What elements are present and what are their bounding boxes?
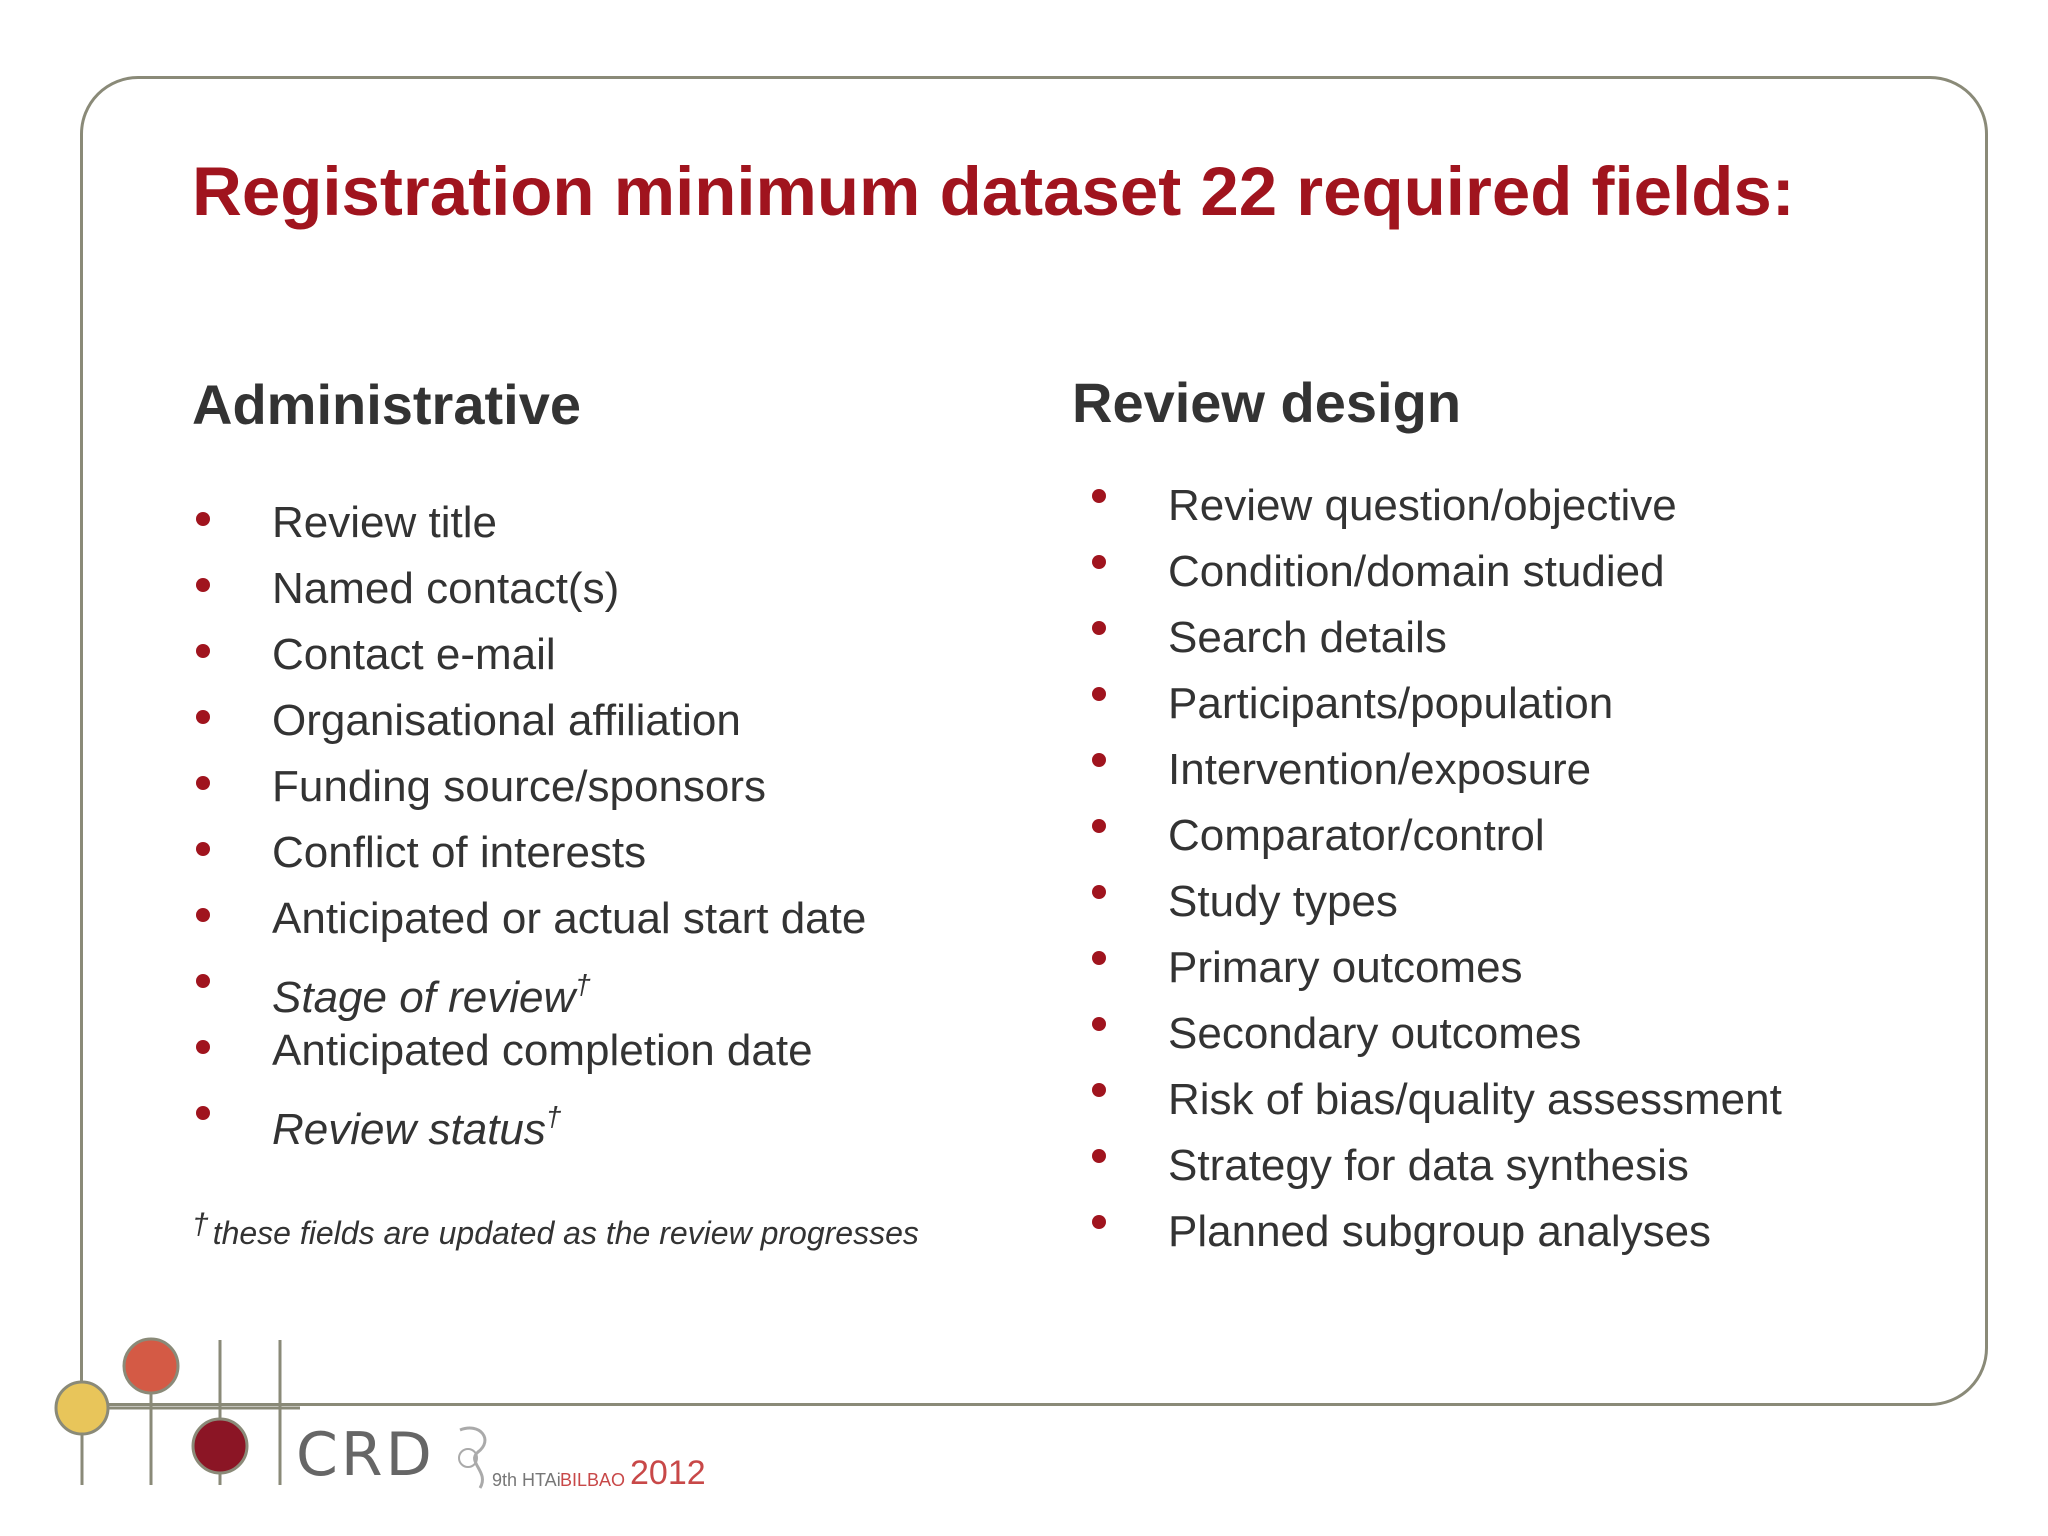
list-item-label: Planned subgroup analyses	[1168, 1207, 1712, 1256]
bullet-icon	[1092, 1017, 1106, 1031]
list-item: Named contact(s)	[192, 556, 1092, 622]
administrative-heading: Administrative	[192, 373, 581, 436]
list-item: Risk of bias/quality assessment	[1088, 1067, 1988, 1133]
bullet-icon	[196, 1040, 210, 1054]
bullet-icon	[1092, 555, 1106, 569]
hta-year: 2012	[630, 1454, 706, 1492]
list-item: Participants/population	[1088, 671, 1988, 737]
bullet-icon	[1092, 1215, 1106, 1229]
list-item: Anticipated completion date	[192, 1018, 1092, 1084]
hta-city: BILBAO	[560, 1470, 626, 1490]
bullet-icon	[1092, 1083, 1106, 1097]
slide-frame	[80, 76, 1988, 1406]
list-item-label: Organisational affiliation	[272, 696, 741, 745]
list-item: Funding source/sponsors	[192, 754, 1092, 820]
list-item-label: Review question/objective	[1168, 481, 1677, 530]
administrative-list: Review title Named contact(s) Contact e-…	[192, 490, 1092, 1154]
list-item: Organisational affiliation	[192, 688, 1092, 754]
list-item: Search details	[1088, 605, 1988, 671]
list-item: Review question/objective	[1088, 473, 1988, 539]
list-item-label: Condition/domain studied	[1168, 547, 1665, 596]
list-item-label: Search details	[1168, 613, 1447, 662]
list-item-label: Comparator/control	[1168, 811, 1545, 860]
list-item-label: Review title	[272, 498, 497, 547]
list-item-label: Review status†	[272, 1084, 561, 1163]
hta-prefix: 9th HTAi	[492, 1470, 561, 1490]
list-item-label: Risk of bias/quality assessment	[1168, 1075, 1782, 1124]
list-item-text: Review status	[272, 1105, 546, 1154]
list-item-label: Anticipated or actual start date	[272, 894, 867, 943]
list-item-label: Primary outcomes	[1168, 943, 1523, 992]
list-item-label: Stage of review†	[272, 952, 591, 1031]
review-design-list: Review question/objective Condition/doma…	[1088, 473, 1988, 1265]
list-item: Conflict of interests	[192, 820, 1092, 886]
bullet-icon	[196, 512, 210, 526]
crd-circles-logo	[54, 1337, 300, 1485]
list-item: Planned subgroup analyses	[1088, 1199, 1988, 1265]
list-item: Intervention/exposure	[1088, 737, 1988, 803]
bullet-icon	[1092, 885, 1106, 899]
list-item-label: Study types	[1168, 877, 1398, 926]
footnote-mark: †	[192, 1208, 209, 1241]
bullet-icon	[196, 578, 210, 592]
dagger-mark: †	[545, 1101, 562, 1132]
list-item: Primary outcomes	[1088, 935, 1988, 1001]
bullet-icon	[196, 908, 210, 922]
list-item: Strategy for data synthesis	[1088, 1133, 1988, 1199]
yellow-circle-icon	[54, 1380, 110, 1436]
bullet-icon	[1092, 687, 1106, 701]
bullet-icon	[1092, 819, 1106, 833]
footnote: † these fields are updated as the review …	[192, 1208, 919, 1252]
list-item-label: Contact e-mail	[272, 630, 556, 679]
list-item-label: Intervention/exposure	[1168, 745, 1592, 794]
slide-title: Registration minimum dataset 22 required…	[192, 153, 1795, 230]
list-item: Comparator/control	[1088, 803, 1988, 869]
bullet-icon	[196, 1106, 210, 1120]
bullet-icon	[196, 974, 210, 988]
crd-logo-text: CRD	[296, 1420, 435, 1490]
footnote-text: these fields are updated as the review p…	[212, 1215, 919, 1251]
bullet-icon	[1092, 1149, 1106, 1163]
bullet-icon	[1092, 753, 1106, 767]
list-item: Condition/domain studied	[1088, 539, 1988, 605]
hta-emblem-icon	[458, 1426, 487, 1489]
list-item: Anticipated or actual start date	[192, 886, 1092, 952]
list-item-text: Stage of review	[272, 973, 576, 1022]
dagger-mark: †	[575, 969, 591, 1000]
list-item: Secondary outcomes	[1088, 1001, 1988, 1067]
list-item-label: Named contact(s)	[272, 564, 620, 613]
orange-circle-icon	[122, 1337, 180, 1395]
list-item-label: Participants/population	[1168, 679, 1614, 728]
bullet-icon	[196, 776, 210, 790]
list-item: Review status†	[192, 1084, 1092, 1154]
list-item-label: Anticipated completion date	[272, 1026, 813, 1075]
review-design-heading: Review design	[1072, 371, 1462, 434]
bullet-icon	[1092, 621, 1106, 635]
hta-bilbao-logo: 9th HTAi BILBAO 2012	[450, 1418, 710, 1498]
bullet-icon	[1092, 951, 1106, 965]
bullet-icon	[1092, 489, 1106, 503]
darkred-circle-icon	[191, 1417, 249, 1475]
list-item: Contact e-mail	[192, 622, 1092, 688]
list-item-label: Strategy for data synthesis	[1168, 1141, 1689, 1190]
bullet-icon	[196, 842, 210, 856]
bullet-icon	[196, 644, 210, 658]
list-item: Stage of review†	[192, 952, 1092, 1022]
bullet-icon	[196, 710, 210, 724]
list-item: Review title	[192, 490, 1092, 556]
list-item-label: Funding source/sponsors	[272, 762, 767, 811]
list-item-label: Secondary outcomes	[1168, 1009, 1582, 1058]
list-item-label: Conflict of interests	[272, 828, 647, 877]
list-item: Study types	[1088, 869, 1988, 935]
